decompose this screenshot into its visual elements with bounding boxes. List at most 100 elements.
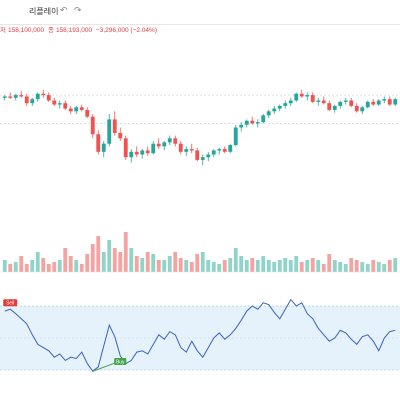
- candle-body: [13, 95, 18, 98]
- candle-body: [41, 93, 46, 96]
- volume-bar: [85, 254, 90, 272]
- volume-bar: [184, 260, 189, 272]
- close-value: 158,193,000: [55, 27, 93, 34]
- volume-bar: [41, 258, 46, 272]
- candle-body: [162, 142, 167, 147]
- volume-bar: [101, 252, 106, 272]
- volume-bar: [129, 248, 134, 272]
- volume-bar: [68, 256, 73, 272]
- candle-body: [189, 149, 194, 151]
- candle-body: [310, 95, 315, 102]
- candle-body: [217, 149, 222, 151]
- candle-body: [2, 96, 7, 98]
- volume-bar: [151, 254, 156, 272]
- volume-bar: [145, 252, 150, 272]
- candle-body: [30, 99, 35, 104]
- candle-body: [250, 120, 255, 124]
- candle-body: [57, 103, 62, 105]
- volume-bar: [57, 260, 62, 272]
- volume-bar: [283, 258, 288, 272]
- volume-bar: [156, 260, 161, 272]
- undo-icon[interactable]: ↶: [60, 5, 68, 15]
- toolbar: 리플레이 ↶ ↷: [0, 0, 400, 25]
- volume-bar: [200, 252, 205, 272]
- volume-bar: [244, 260, 249, 272]
- volume-bar: [277, 260, 282, 272]
- open-value: 158,100,000: [7, 27, 45, 34]
- volume-bar: [90, 244, 95, 272]
- candle-body: [96, 134, 101, 152]
- volume-bar: [52, 262, 57, 272]
- candle-body: [24, 96, 29, 104]
- volume-bar: [305, 260, 310, 272]
- candle-body: [222, 149, 227, 152]
- candle-body: [244, 120, 249, 125]
- candle-body: [101, 143, 106, 152]
- candle-body: [288, 100, 293, 104]
- volume-bar: [35, 252, 40, 272]
- volume-bar: [19, 256, 24, 272]
- volume-bar: [327, 254, 332, 272]
- candle-body: [261, 115, 266, 123]
- candle-body: [46, 95, 51, 101]
- candle-body: [184, 149, 189, 152]
- candle-body: [90, 116, 95, 135]
- redo-icon[interactable]: ↷: [74, 5, 82, 15]
- buy-signal-badge: [114, 358, 127, 366]
- volume-bar: [349, 258, 354, 272]
- candle-body: [112, 119, 117, 133]
- volume-bar: [233, 248, 238, 272]
- candle-body: [74, 107, 79, 112]
- candle-body: [79, 107, 84, 110]
- sell-signal-label: Sell: [6, 301, 14, 307]
- buy-signal-label: Buy: [116, 359, 125, 365]
- candle-body: [283, 103, 288, 106]
- volume-bar: [96, 236, 101, 272]
- candle-body: [365, 101, 370, 108]
- candle-body: [167, 138, 172, 143]
- candle-body: [156, 143, 161, 147]
- volume-bar: [354, 260, 359, 272]
- volume-bar: [189, 262, 194, 272]
- volume-bar: [206, 260, 211, 272]
- candle-body: [316, 100, 321, 102]
- volume-bar: [332, 260, 337, 272]
- volume-bar: [167, 256, 172, 272]
- volume-bar: [261, 256, 266, 272]
- replay-title: 리플레이: [29, 7, 59, 16]
- candle-body: [140, 150, 145, 155]
- candle-body: [107, 119, 112, 144]
- candle-body: [228, 145, 233, 152]
- candle-body: [68, 108, 73, 112]
- volume-bar: [266, 260, 271, 272]
- volume-bar: [30, 260, 35, 272]
- volume-bar: [118, 252, 123, 272]
- volume-bar: [107, 240, 112, 272]
- volume-bar: [255, 260, 260, 272]
- volume-bar: [140, 258, 145, 272]
- candle-body: [35, 93, 40, 100]
- volume-bar: [228, 258, 233, 272]
- volume-bar: [310, 258, 315, 272]
- volume-bar: [376, 262, 381, 272]
- volume-bar: [79, 264, 84, 272]
- candle-body: [343, 100, 348, 102]
- candle-body: [327, 103, 332, 110]
- volume-bar: [360, 262, 365, 272]
- volume-bar: [338, 262, 343, 272]
- volume-bar: [195, 254, 200, 272]
- volume-bar: [8, 264, 13, 272]
- ohlc-readout: 저 158,100,000 종 158,193,000 −3,296,000 (−2…: [0, 24, 159, 34]
- volume-bar: [112, 248, 117, 272]
- candle-body: [371, 101, 376, 105]
- volume-bar: [2, 260, 7, 272]
- candle-body: [173, 138, 178, 144]
- volume-bar: [239, 256, 244, 272]
- volume-bar: [46, 264, 51, 272]
- candle-body: [200, 157, 205, 160]
- candle-body: [387, 99, 392, 105]
- volume-bar: [272, 262, 277, 272]
- close-label: 종: [47, 27, 54, 34]
- candle-body: [305, 95, 310, 97]
